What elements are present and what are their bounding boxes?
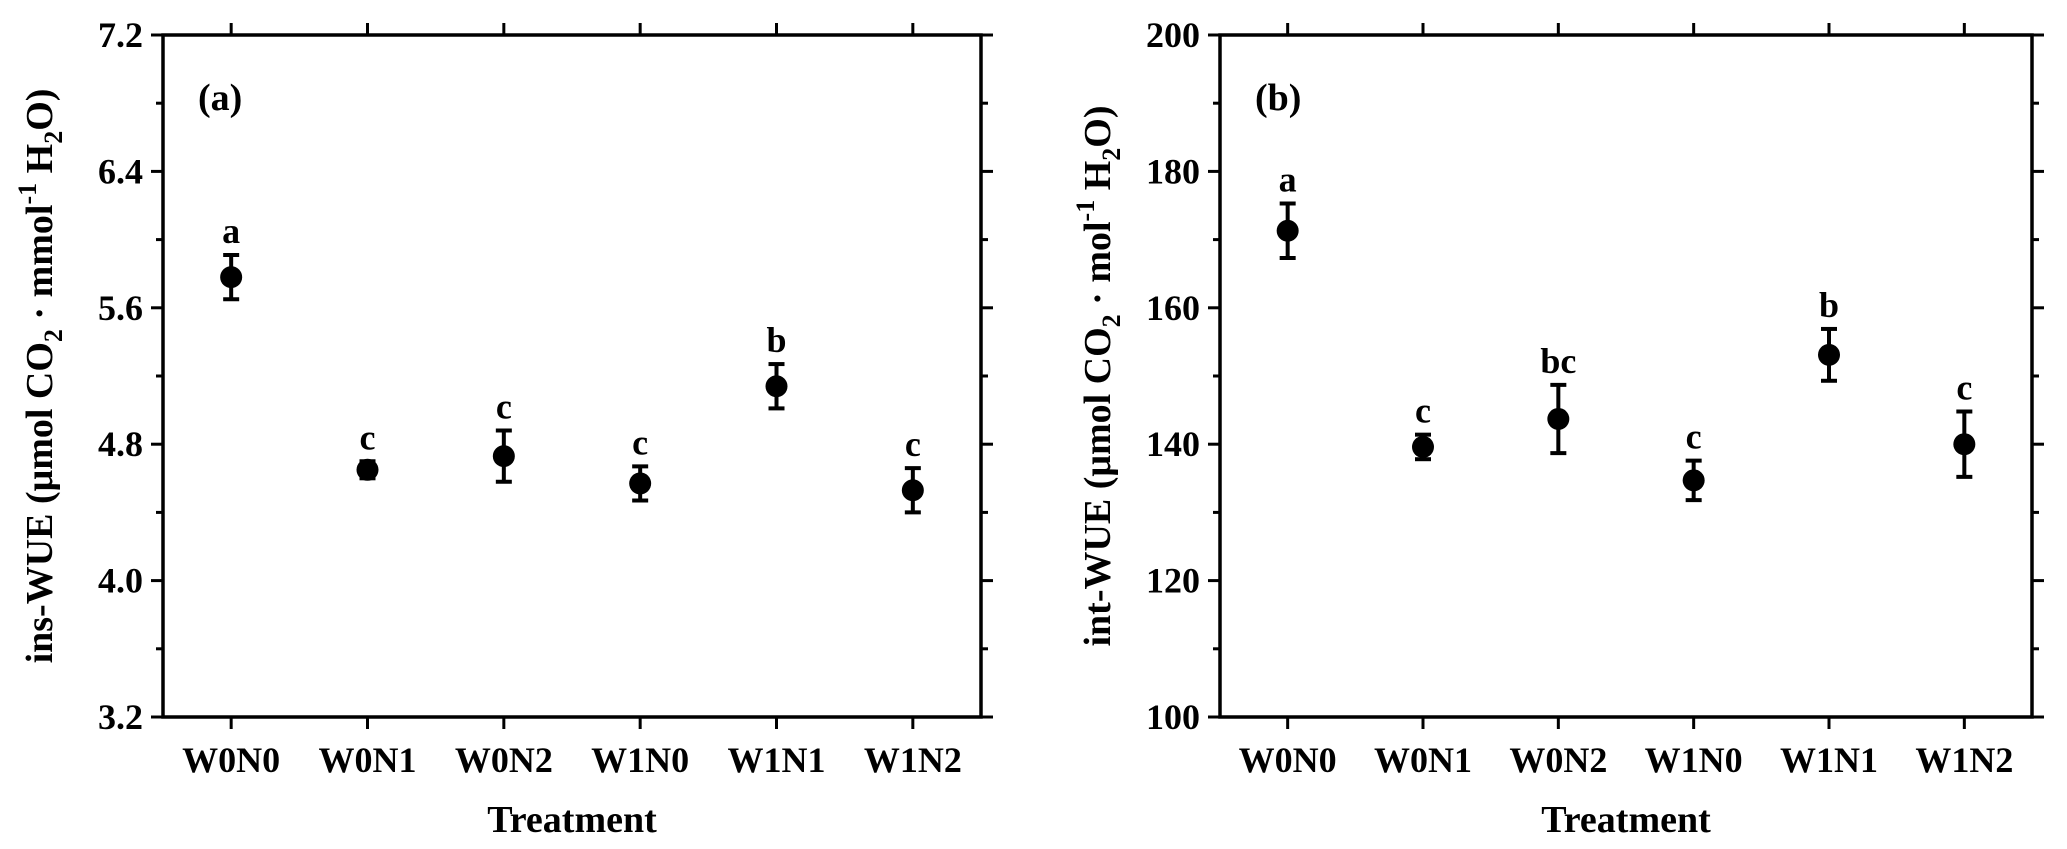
x-tick-label: W1N0 <box>1645 740 1743 780</box>
x-tick-label: W0N1 <box>1374 740 1472 780</box>
data-point <box>220 266 243 289</box>
plot-frame <box>161 33 983 719</box>
data-point <box>356 458 379 481</box>
y-tick-label: 4.8 <box>98 424 143 464</box>
x-tick-label: W1N2 <box>864 740 962 780</box>
panel-a: 3.2 4.0 4.8 5.6 6.4 7.2 W0N0 W0N1 W0N2 W1N0 W1N1 W1… <box>13 15 993 841</box>
data-point <box>1953 433 1976 456</box>
data-point <box>1682 469 1705 492</box>
significance-letter: c <box>632 422 648 462</box>
significance-letter: b <box>1819 285 1839 325</box>
panel-label: (b) <box>1255 77 1301 119</box>
y-tick-label: 180 <box>1146 151 1200 191</box>
y-tick-label: 120 <box>1146 561 1200 601</box>
significance-letter: c <box>1956 367 1972 407</box>
data-point <box>765 375 788 398</box>
significance-letter: bc <box>1540 341 1576 381</box>
y-tick-label: 4.0 <box>98 561 143 601</box>
data-point <box>1412 435 1434 458</box>
x-tick-label: W0N2 <box>455 740 553 780</box>
y-tick-label: 6.4 <box>98 151 143 191</box>
data-point <box>1818 343 1840 366</box>
y-tick-label: 140 <box>1146 424 1200 464</box>
x-tick-label: W0N2 <box>1509 740 1607 780</box>
data-point <box>901 479 924 502</box>
y-axis-title: int-WUE (μmol CO2 · mol-1 H2O) <box>1071 105 1126 646</box>
x-tick-label: W1N1 <box>1780 740 1878 780</box>
significance-letter: c <box>1415 391 1431 431</box>
significance-letter: a <box>222 211 240 251</box>
x-tick-label: W0N1 <box>319 740 417 780</box>
significance-letter: c <box>1686 417 1702 457</box>
y-tick-label: 160 <box>1146 288 1200 328</box>
y-axis-title: ins-WUE (μmol CO2 · mmol-1 H2O) <box>13 89 68 664</box>
x-axis-title: Treatment <box>1541 799 1711 841</box>
significance-letter: c <box>496 387 512 427</box>
data-point <box>1547 407 1570 430</box>
x-tick-label: W0N0 <box>182 740 280 780</box>
data-point <box>1276 219 1299 242</box>
y-tick-label: 7.2 <box>98 15 143 55</box>
data-point <box>492 445 515 468</box>
x-tick-label: W1N0 <box>591 740 689 780</box>
panel-label: (a) <box>198 77 242 119</box>
significance-letter: c <box>905 424 921 464</box>
significance-letter: b <box>766 320 786 360</box>
significance-letter: a <box>1279 159 1297 199</box>
y-tick-label: 5.6 <box>98 288 143 328</box>
significance-letter: c <box>360 417 376 457</box>
x-tick-label: W1N2 <box>1915 740 2013 780</box>
x-tick-label: W1N1 <box>728 740 826 780</box>
x-tick-label: W0N0 <box>1239 740 1337 780</box>
y-tick-label: 3.2 <box>98 697 143 737</box>
y-tick-label: 200 <box>1146 15 1200 55</box>
panel-b: 100 120 140 160 180 200 W0N0 W0N1 W0N2 W1N0 W1N1 W1… <box>1071 15 2044 841</box>
plot-frame <box>1218 33 2034 719</box>
y-tick-label: 100 <box>1146 697 1200 737</box>
data-point <box>629 472 652 495</box>
x-axis-title: Treatment <box>487 799 657 841</box>
